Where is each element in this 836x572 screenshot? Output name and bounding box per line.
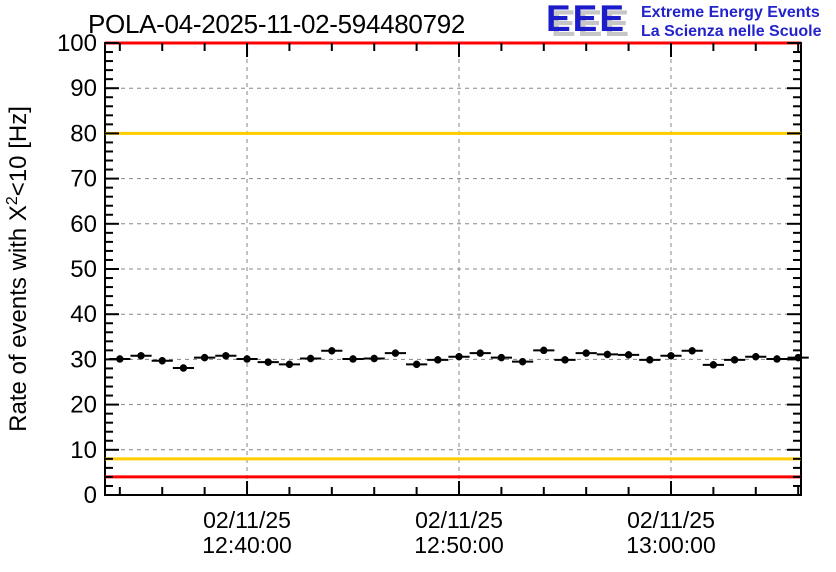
data-point <box>391 349 400 357</box>
gridlines <box>105 43 801 495</box>
data-point <box>370 354 378 363</box>
data-point <box>285 360 294 369</box>
data-point <box>752 352 760 361</box>
data-series-event-rate <box>109 346 809 372</box>
threshold-lines <box>105 41 801 479</box>
data-point <box>137 352 145 360</box>
data-point <box>200 353 209 362</box>
data-point <box>667 352 675 360</box>
data-point <box>455 352 463 361</box>
data-point <box>518 357 527 366</box>
x-tick-time-label: 12:50:00 <box>414 532 504 558</box>
data-point <box>222 352 230 360</box>
data-point <box>646 356 654 364</box>
y-tick-label: 10 <box>70 437 97 464</box>
data-point <box>116 355 124 363</box>
data-point <box>243 355 251 363</box>
data-point <box>349 355 357 363</box>
data-point <box>328 347 336 355</box>
x-tick-date-label: 02/11/25 <box>627 507 715 533</box>
data-point <box>730 356 739 364</box>
eee-logo-subtitle-1: Extreme Energy Events <box>641 4 820 21</box>
data-point <box>603 350 612 359</box>
y-axis-title: Rate of events with X2<10 [Hz] <box>4 106 32 432</box>
y-tick-label: 100 <box>57 30 97 57</box>
y-tick-label: 70 <box>70 166 97 193</box>
y-axis-title-text: Rate of events with X2<10 [Hz] <box>4 106 32 432</box>
data-point <box>773 355 781 363</box>
y-tick-label: 50 <box>70 256 97 283</box>
data-point <box>624 351 633 359</box>
data-point <box>794 353 802 362</box>
x-tick-date-label: 02/11/25 <box>203 507 291 533</box>
y-tick-label: 20 <box>70 392 97 419</box>
axis-labels: 010203040506070809010002/11/2512:40:0002… <box>57 30 716 558</box>
x-tick-time-label: 13:00:00 <box>626 532 716 558</box>
eee-logo-subtitle-2: La Scienza nelle Scuole <box>641 23 822 40</box>
y-tick-label: 40 <box>70 301 97 328</box>
axis-ticks <box>105 42 801 496</box>
y-tick-label: 30 <box>70 346 97 373</box>
data-point <box>179 364 188 372</box>
y-tick-label: 60 <box>70 211 97 238</box>
data-point <box>540 346 548 355</box>
x-tick-date-label: 02/11/25 <box>415 507 503 533</box>
data-point <box>306 354 315 363</box>
data-point <box>688 347 696 355</box>
data-point <box>158 357 166 365</box>
data-point <box>582 349 590 357</box>
y-tick-label: 0 <box>84 482 97 509</box>
y-tick-label: 90 <box>70 75 97 102</box>
data-point <box>434 356 442 364</box>
data-point <box>412 360 421 369</box>
y-tick-label: 80 <box>70 120 97 147</box>
eee-logo: EEE <box>546 0 627 39</box>
data-point <box>497 353 506 362</box>
data-point <box>264 358 272 366</box>
data-point <box>709 361 718 369</box>
x-tick-time-label: 12:40:00 <box>202 532 292 558</box>
data-point <box>561 356 569 364</box>
plot-title: POLA-04-2025-11-02-594480792 <box>88 9 466 39</box>
data-point <box>476 349 484 357</box>
